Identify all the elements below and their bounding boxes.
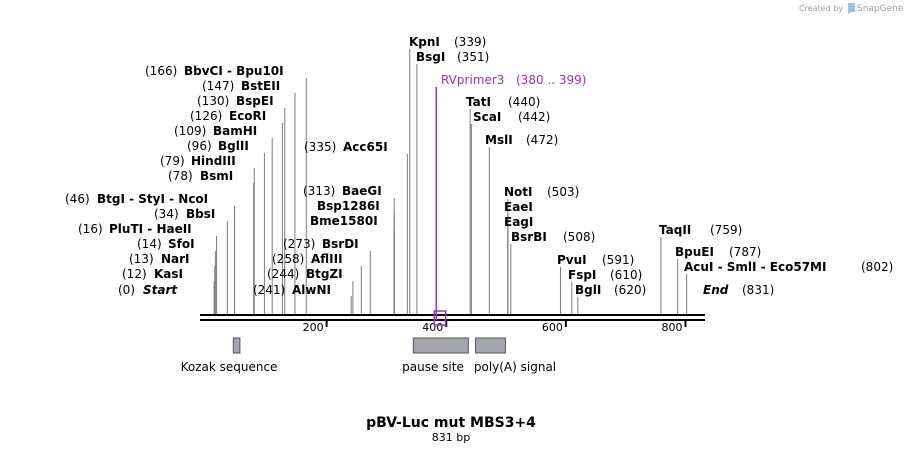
ruler-label-200: 200 [303, 321, 324, 334]
site-bglii: (96) BglII [187, 139, 249, 153]
site-bsgi: BsgI (351) [416, 50, 489, 64]
site-alwni: (241) AlwNI [253, 283, 331, 297]
primer: RVprimer3 (380 .. 399) [433, 73, 586, 326]
credit-text: Created by [799, 4, 843, 13]
site-pluti-haeii: (16) PluTI - HaeII [78, 222, 192, 236]
site-bbsi: (34) BbsI [154, 207, 215, 221]
site-kpni: KpnI (339) [409, 35, 486, 49]
site-bme1580i: Bme1580I [310, 214, 378, 228]
ruler-label-400: 400 [422, 321, 443, 334]
site-bspei: (130) BspEI [197, 94, 274, 108]
site-bsp1286i: Bsp1286I [317, 199, 380, 213]
site-ecori: (126) EcoRI [190, 109, 266, 123]
feature-pause-site[interactable] [412, 337, 469, 354]
site-fspi: FspI (610) [568, 268, 642, 282]
site-noti: NotI (503) [504, 185, 579, 199]
site-labels: (0) Start (12) KasI (13) NarI (14) SfoI (16)… [65, 35, 893, 297]
site-acc65i: (335) Acc65I [304, 140, 388, 154]
site-taqii: TaqII (759) [659, 223, 742, 237]
site-start: (0) Start [118, 283, 178, 297]
site-bsrdi: (273) BsrDI [283, 237, 359, 251]
site-bamhi: (109) BamHI [174, 124, 257, 138]
primer-bar [433, 310, 447, 326]
credit: Created by SnapGene [799, 3, 904, 14]
ruler-label-800: 800 [661, 321, 682, 334]
map-length: 831 bp [432, 431, 470, 444]
site-hindiii: (79) HindIII [160, 154, 236, 168]
credit-brand: SnapGene [857, 4, 904, 14]
feature-label-pause-site: pause site [402, 360, 464, 374]
site-btgzi: (244) BtgZI [267, 267, 343, 281]
site-lines [213, 49, 688, 314]
site-baegi: (313) BaeGI [303, 184, 382, 198]
snapgene-icon [848, 3, 855, 14]
site-msli: MslI (472) [485, 133, 558, 147]
site-eagi: EagI [504, 215, 533, 229]
ruler-label-600: 600 [542, 321, 563, 334]
site-bbvci-bpu10i: (166) BbvCI - Bpu10I [145, 64, 284, 78]
site-sfoi: (14) SfoI [137, 237, 195, 251]
feature-polya-signal[interactable] [475, 337, 506, 354]
site-tati: TatI (440) [466, 95, 540, 109]
site-bgli: BglI (620) [575, 283, 646, 297]
site-nari: (13) NarI [129, 252, 190, 266]
site-bpuei: BpuEI (787) [675, 245, 761, 259]
site-bsrbi: BsrBI (508) [511, 230, 595, 244]
site-acui-smli-eco57mi: AcuI - SmlI - Eco57MI (802) [684, 260, 893, 274]
site-pvui: PvuI (591) [557, 253, 634, 267]
backbone [200, 314, 705, 321]
feature-kozak-sequence[interactable] [232, 337, 241, 354]
feature-label-kozak-sequence: Kozak sequence [181, 360, 278, 374]
site-kasi: (12) KasI [122, 267, 183, 281]
primer-label: RVprimer3 (380 .. 399) [441, 73, 586, 87]
feature-label-polya-signal: poly(A) signal [474, 360, 556, 374]
ruler: 200 400 600 800 [303, 320, 687, 334]
site-scai: ScaI (442) [473, 110, 550, 124]
site-bsmi: (78) BsmI [168, 169, 233, 183]
site-btgi-styi-ncoi: (46) BtgI - StyI - NcoI [65, 192, 208, 206]
map-title: pBV-Luc mut MBS3+4 [366, 415, 536, 431]
features: Kozak sequence pause site poly(A) signal [181, 337, 556, 374]
site-end: End (831) [703, 283, 774, 297]
site-eaei: EaeI [504, 200, 533, 214]
site-bsteii: (147) BstEII [202, 79, 280, 93]
site-afliii: (258) AflIII [272, 252, 343, 266]
